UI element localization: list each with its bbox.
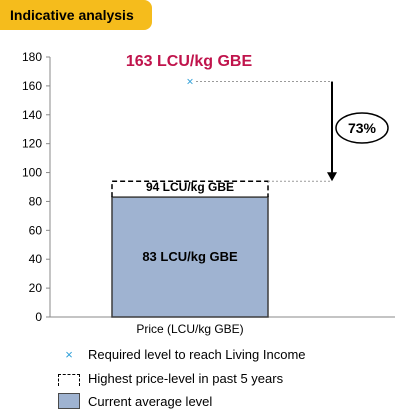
y-tick-label: 100 bbox=[22, 166, 42, 180]
required-level-marker: × bbox=[186, 75, 193, 89]
legend-label-highest: Highest price-level in past 5 years bbox=[88, 370, 284, 386]
filled-box-icon bbox=[58, 393, 80, 409]
legend-item-required: × Required level to reach Living Income bbox=[58, 345, 306, 363]
y-tick-label: 180 bbox=[22, 50, 42, 64]
dashed-box-icon bbox=[58, 374, 80, 386]
legend-label-required: Required level to reach Living Income bbox=[88, 346, 306, 362]
price-chart: 0 20 40 60 80 100 120 140 160 180 94 LCU/kg GBE 83… bbox=[22, 50, 395, 336]
gap-ellipse bbox=[335, 112, 389, 144]
y-tick-label: 120 bbox=[22, 137, 42, 151]
bars bbox=[111, 180, 269, 318]
y-tick-label: 80 bbox=[29, 194, 43, 208]
label-required: 163 LCU/kg GBE bbox=[126, 53, 253, 70]
x-axis-label: Price (LCU/kg GBE) bbox=[136, 322, 243, 336]
legend-item-current: Current average level bbox=[58, 392, 212, 410]
label-gap: 73% bbox=[348, 120, 377, 136]
y-tick-label: 20 bbox=[29, 281, 43, 295]
legend-item-highest: Highest price-level in past 5 years bbox=[58, 369, 283, 387]
y-axis: 0 20 40 60 80 100 120 140 160 180 bbox=[22, 50, 395, 324]
x-marker-icon: × bbox=[65, 346, 73, 362]
label-highest: 94 LCU/kg GBE bbox=[146, 180, 234, 194]
bar-current-average bbox=[111, 196, 269, 318]
annotations: 94 LCU/kg GBE 83 LCU/kg GBE 163 LCU/kg GBE… bbox=[126, 53, 389, 264]
indicative-analysis-badge: Indicative analysis bbox=[0, 0, 152, 30]
y-tick-label: 160 bbox=[22, 79, 42, 93]
gap-arrow-head bbox=[327, 172, 337, 182]
legend-label-current: Current average level bbox=[88, 393, 213, 409]
y-tick-label: 60 bbox=[29, 223, 43, 237]
bar-highest-price-level bbox=[111, 180, 269, 198]
y-tick-label: 0 bbox=[35, 310, 42, 324]
y-tick-label: 40 bbox=[29, 252, 43, 266]
y-tick-label: 140 bbox=[22, 108, 42, 122]
label-current: 83 LCU/kg GBE bbox=[142, 249, 238, 264]
